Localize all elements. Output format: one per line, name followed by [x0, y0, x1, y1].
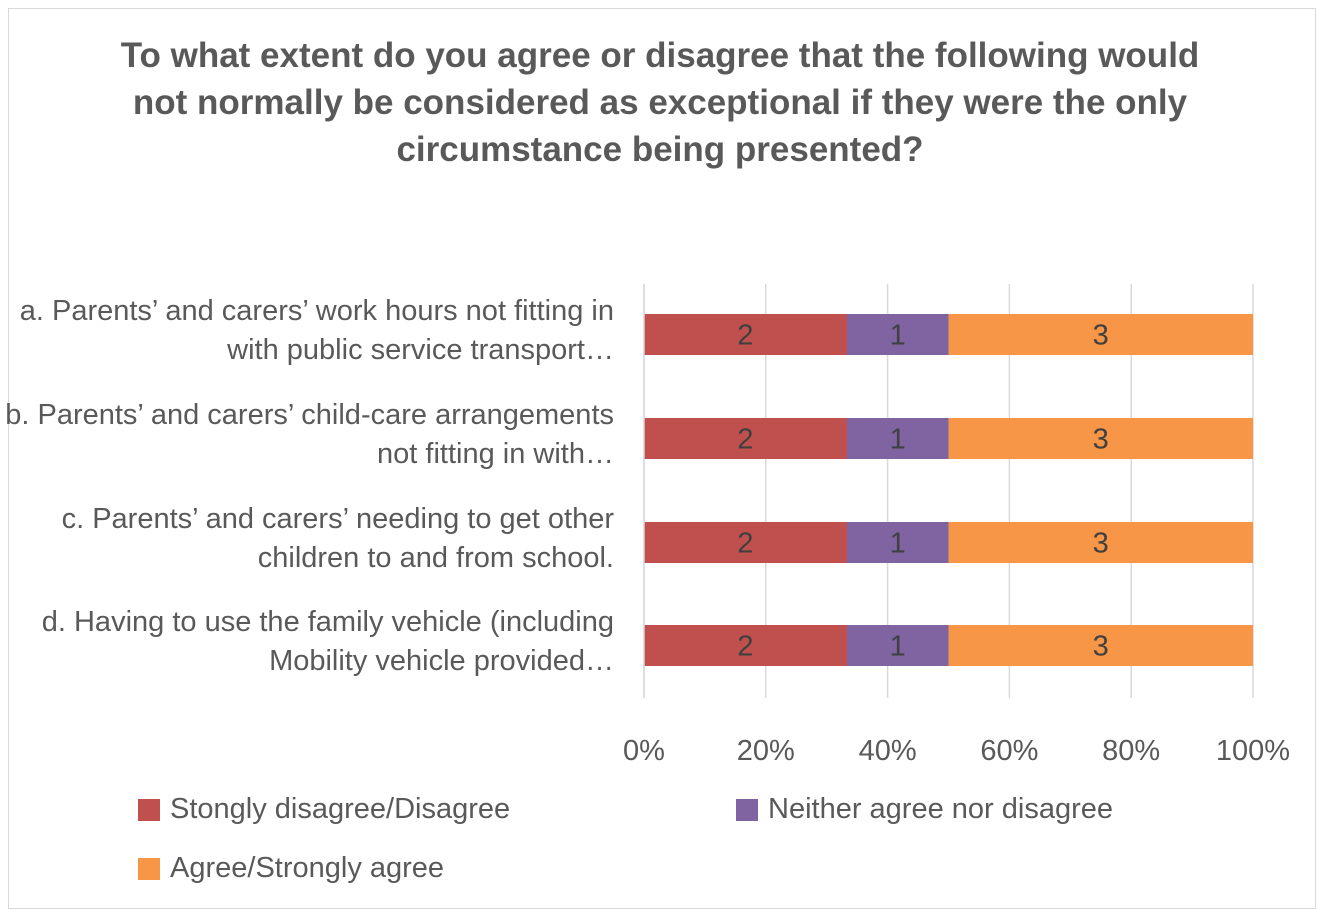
category-label-b: b. Parents’ and carers’ child-care arran…: [5, 399, 614, 470]
category-label-d: d. Having to use the family vehicle (inc…: [41, 606, 614, 677]
legend-label-disagree: Stongly disagree/Disagree: [170, 793, 511, 825]
bar-segment-0-2: [948, 314, 1253, 355]
bar-segment-1-1: [847, 418, 949, 459]
bar-segment-3-1: [847, 625, 949, 666]
bar-segment-2-1: [847, 522, 949, 563]
x-tick-label-3: 60%: [980, 735, 1038, 767]
bar-segment-2-0: [644, 522, 847, 563]
data-label-2-1: 1: [890, 528, 906, 560]
data-label-0-1: 1: [890, 320, 906, 352]
legend-label-neutral: Neither agree nor disagree: [768, 793, 1113, 825]
data-label-0-2: 3: [1093, 320, 1109, 352]
bar-segment-2-2: [948, 522, 1253, 563]
x-tick-label-5: 100%: [1216, 735, 1290, 767]
data-label-3-1: 1: [890, 631, 906, 663]
category-label-c: c. Parents’ and carers’ needing to get o…: [61, 503, 614, 574]
legend-item-disagree: Stongly disagree/Disagree: [138, 793, 510, 826]
legend-item-neutral: Neither agree nor disagree: [736, 793, 1113, 826]
bar-segment-1-2: [948, 418, 1253, 459]
bar-segment-3-2: [948, 625, 1253, 666]
x-tick-label-1: 20%: [737, 735, 795, 767]
bar-segment-0-0: [644, 314, 847, 355]
x-tick-label-4: 80%: [1102, 735, 1160, 767]
chart-title: To what extent do you agree or disagree …: [120, 36, 1200, 169]
data-label-3-0: 2: [737, 631, 753, 663]
legend-swatch-agree: [138, 857, 160, 880]
data-label-0-0: 2: [737, 320, 753, 352]
data-label-2-2: 3: [1093, 528, 1109, 560]
bar-segment-1-0: [644, 418, 847, 459]
x-tick-label-2: 40%: [859, 735, 917, 767]
data-label-1-1: 1: [890, 424, 906, 456]
data-label-2-0: 2: [737, 528, 753, 560]
bar-segment-3-0: [644, 625, 847, 666]
x-tick-label-0: 0%: [623, 735, 665, 767]
data-label-3-2: 3: [1093, 631, 1109, 663]
data-label-1-2: 3: [1093, 424, 1109, 456]
bar-segment-0-1: [847, 314, 949, 355]
category-label-a: a. Parents’ and carers’ work hours not f…: [19, 295, 614, 366]
data-label-1-0: 2: [737, 424, 753, 456]
legend-label-agree: Agree/Strongly agree: [170, 852, 445, 884]
legend-swatch-neutral: [736, 798, 758, 821]
legend-swatch-disagree: [138, 798, 160, 821]
legend-item-agree: Agree/Strongly agree: [138, 852, 444, 885]
